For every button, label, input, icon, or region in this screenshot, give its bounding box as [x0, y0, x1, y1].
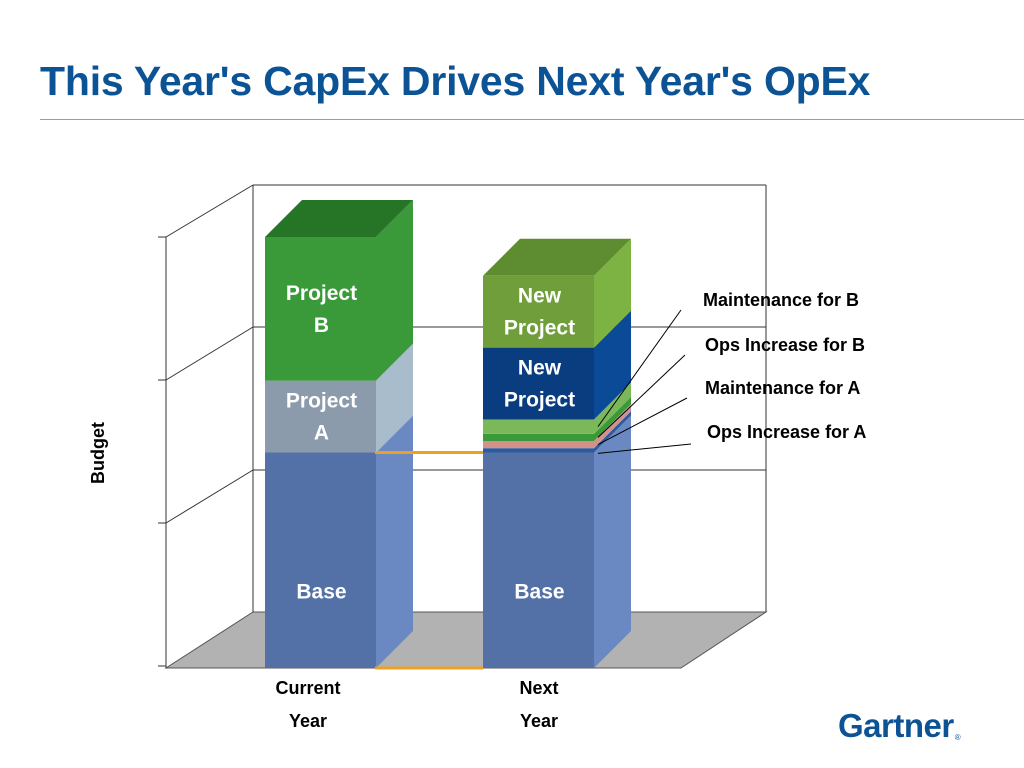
chart-frame: Budget [88, 184, 768, 669]
bar-segment-project-a [265, 343, 413, 453]
segment-label: B [314, 314, 329, 337]
annotation-label: Maintenance for A [705, 378, 860, 398]
y-axis-label: Budget [88, 422, 108, 484]
bar-segment-base [265, 415, 413, 668]
segment-side [594, 415, 631, 668]
bar-segment-base [483, 415, 631, 668]
segment-top [265, 200, 413, 237]
segment-front [483, 275, 594, 348]
segment-label: Base [296, 580, 346, 603]
segment-front [265, 452, 376, 668]
segment-front [483, 419, 594, 434]
segment-front [483, 347, 594, 420]
registered-mark: ® [954, 733, 961, 742]
segment-label: Project [504, 389, 575, 412]
bar-segment-maintenance-for-b [483, 382, 631, 434]
annotation-leader [597, 397, 688, 446]
annotation-leader [597, 354, 686, 438]
annotation-label: Maintenance for B [703, 290, 859, 310]
segment-front [265, 237, 376, 381]
segment-front [265, 380, 376, 453]
annotations: Maintenance for B Ops Increase for B Maint… [597, 290, 866, 454]
segment-label: New [518, 285, 562, 308]
segment-front [483, 452, 594, 668]
segment-front [483, 441, 594, 449]
gridline-diagonal [165, 184, 254, 238]
segment-side [594, 310, 631, 420]
x-tick-label: Year [289, 711, 327, 731]
segment-side [376, 415, 413, 668]
bar-segment-new-project-blue [483, 310, 631, 420]
title-divider [40, 119, 1024, 120]
segment-top [483, 238, 631, 276]
page-title: This Year's CapEx Drives Next Year's OpE… [40, 58, 871, 104]
segment-side [376, 343, 413, 453]
annotation-leader [597, 443, 692, 454]
bar-stacks [265, 200, 631, 668]
brand-name: Gartner [838, 707, 954, 744]
connectors [375, 451, 483, 670]
segment-label: New [518, 357, 562, 380]
segment-labels: Base Project A Project B Base New Project New Pro… [286, 282, 575, 603]
segment-side [594, 382, 631, 434]
x-tick-label: Next [519, 678, 558, 698]
annotation-leader [597, 309, 682, 427]
bar-segment-ops-increase-for-b [483, 396, 631, 442]
gartner-logo: Gartner® [838, 707, 961, 745]
annotation-label: Ops Increase for A [707, 422, 866, 442]
x-axis-ticks: Current Year Next Year [275, 678, 558, 731]
segment-label: Project [286, 282, 357, 305]
x-tick-label: Year [520, 711, 558, 731]
segment-label: Project [504, 317, 575, 340]
bar-segment-project-b [265, 200, 413, 381]
segment-label: Project [286, 390, 357, 413]
annotation-label: Ops Increase for B [705, 335, 865, 355]
chart-floor [164, 611, 768, 669]
segment-label: A [314, 422, 329, 445]
segment-side [594, 396, 631, 442]
x-tick-label: Current [275, 678, 340, 698]
segment-front [483, 433, 594, 442]
segment-side [376, 200, 413, 381]
gridline-diagonal [165, 469, 254, 524]
bar-segment-new-project-green [483, 238, 631, 348]
gridline-diagonal [165, 326, 254, 381]
segment-label: Base [514, 580, 564, 603]
segment-side [594, 238, 631, 348]
segment-front [483, 448, 594, 453]
